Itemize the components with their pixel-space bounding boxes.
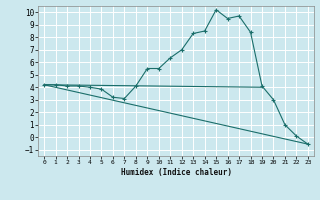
X-axis label: Humidex (Indice chaleur): Humidex (Indice chaleur) [121,168,231,177]
